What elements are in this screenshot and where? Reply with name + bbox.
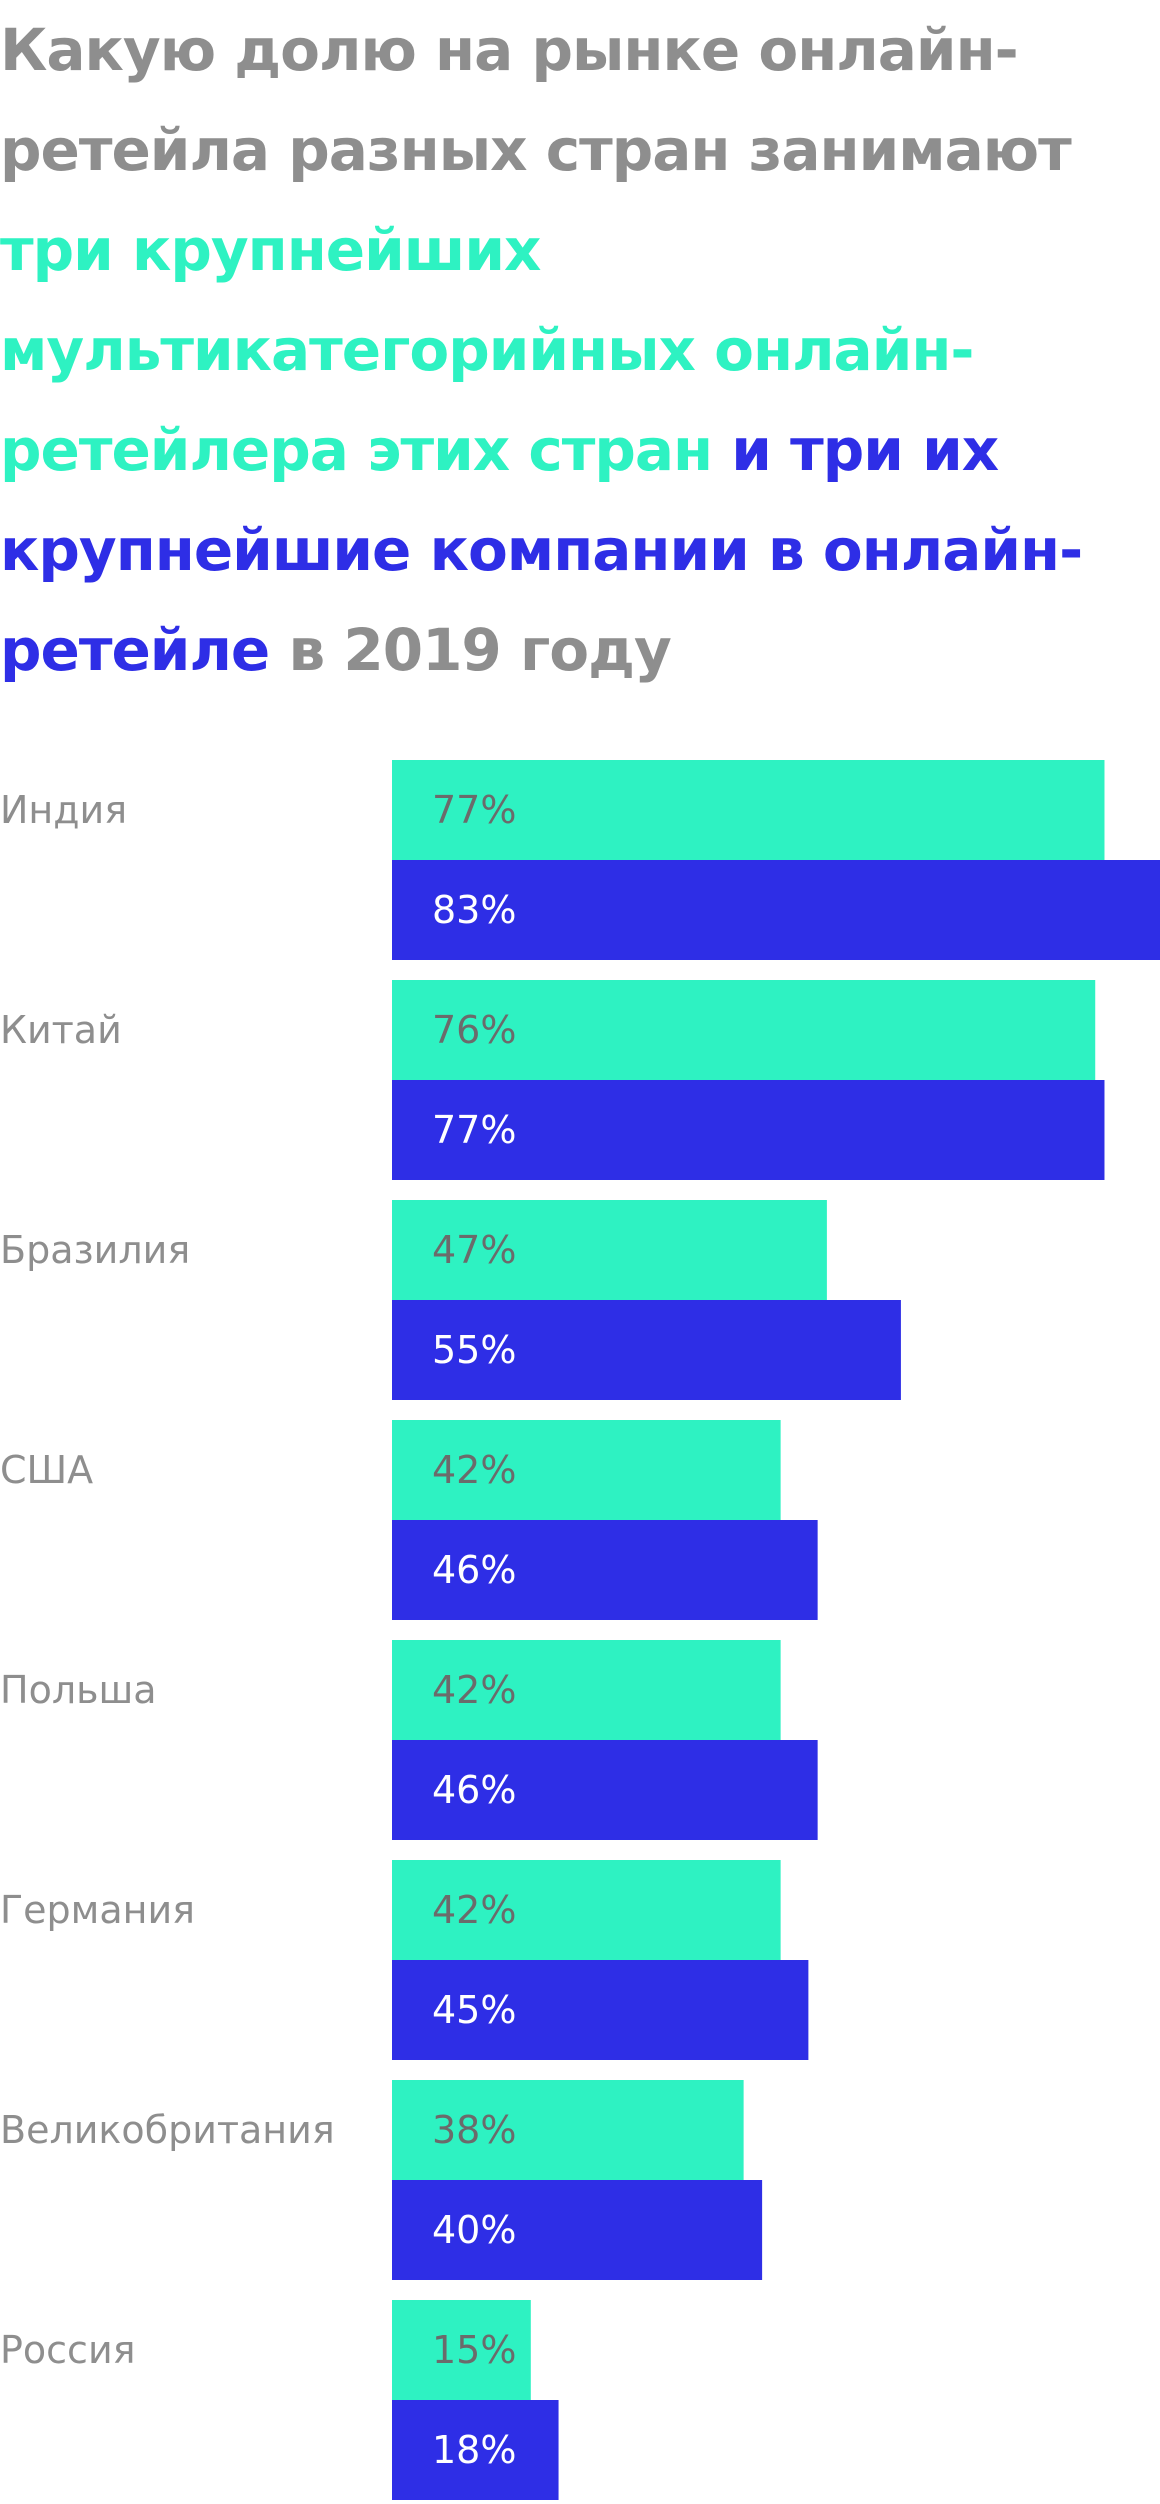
data-label: 42%	[432, 1888, 516, 1932]
category-label: Индия	[0, 788, 127, 832]
bar-series-2	[392, 860, 1160, 960]
category-label: Бразилия	[0, 1228, 190, 1272]
title-part-gray-1: Какую долю на рынке онлайн-ретейла разны…	[0, 16, 1072, 184]
chart-title: Какую долю на рынке онлайн-ретейла разны…	[0, 0, 1160, 700]
category-label: Китай	[0, 1008, 122, 1052]
data-label: 45%	[432, 1988, 516, 2032]
category-label: Россия	[0, 2328, 136, 2372]
category-label: США	[0, 1448, 93, 1492]
bar-series-2	[392, 1080, 1105, 1180]
data-label: 47%	[432, 1228, 516, 1272]
data-label: 77%	[432, 788, 516, 832]
bar-series-2	[392, 1960, 809, 2060]
bar-series-2	[392, 1520, 818, 1620]
data-label: 42%	[432, 1448, 516, 1492]
bar-series-1	[392, 2080, 744, 2180]
data-label: 38%	[432, 2108, 516, 2152]
data-label: 40%	[432, 2208, 516, 2252]
data-label: 83%	[432, 888, 516, 932]
data-label: 77%	[432, 1108, 516, 1152]
category-label: Германия	[0, 1888, 195, 1932]
category-label: Польша	[0, 1668, 157, 1712]
data-label: 46%	[432, 1768, 516, 1812]
title-part-series-a: три крупнейших мультикатегорийных онлайн…	[0, 216, 974, 484]
bar-series-1	[392, 2300, 531, 2400]
category-label: Великобритания	[0, 2108, 335, 2152]
title-part-gray-2: в 2019 году	[269, 616, 671, 684]
bar-series-1	[392, 1640, 781, 1740]
title-part-series-b: и три их крупнейшие компании в онлайн-ре…	[0, 416, 1083, 684]
data-label: 76%	[432, 1008, 516, 1052]
bar-series-2	[392, 1740, 818, 1840]
bar-series-1	[392, 1200, 827, 1300]
bar-series-1	[392, 760, 1105, 860]
bar-series-1	[392, 1420, 781, 1520]
bar-series-2	[392, 2400, 559, 2500]
data-label: 18%	[432, 2428, 516, 2472]
bar-series-1	[392, 980, 1096, 1080]
bar-series-2	[392, 1300, 901, 1400]
data-label: 42%	[432, 1668, 516, 1712]
data-label: 55%	[432, 1328, 516, 1372]
bar-series-1	[392, 1860, 781, 1960]
data-label: 15%	[432, 2328, 516, 2372]
data-label: 46%	[432, 1548, 516, 1592]
bar-series-2	[392, 2180, 763, 2280]
